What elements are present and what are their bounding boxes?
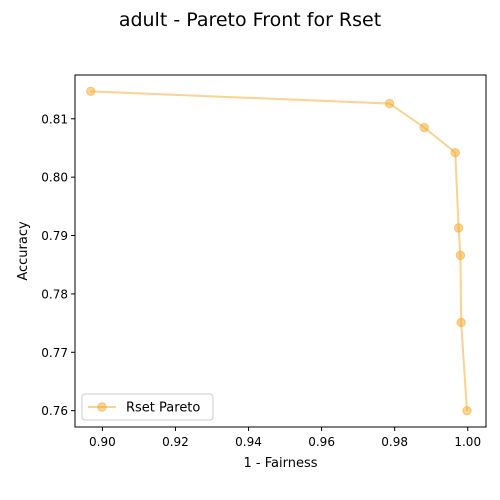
x-axis-label: 1 - Fairness [244,456,318,471]
data-point [453,223,464,233]
data-point [384,98,395,109]
x-tick-label: 0.96 [308,435,335,449]
legend-marker [97,402,107,412]
y-tick-label: 0.79 [41,229,68,243]
y-tick-label: 0.81 [41,112,68,126]
x-tick-label: 0.98 [381,435,408,449]
x-tick-label: 0.92 [162,435,189,449]
legend-box [81,393,214,421]
legend-label: Rset Pareto [126,401,200,416]
x-tick-label: 0.94 [235,435,262,449]
plot-frame [74,74,487,428]
y-tick-label: 0.77 [41,346,68,360]
x-tick-label: 1.00 [454,435,481,449]
legend: Rset Pareto [81,393,214,421]
plot-area [86,86,472,416]
y-axis-label: Accuracy [16,221,31,281]
series-line [90,90,468,411]
data-point [419,122,429,133]
data-point [456,317,466,328]
chart-title: adult - Pareto Front for Rset [119,9,381,31]
data-point [462,405,472,416]
data-point [450,147,461,158]
y-tick-label: 0.76 [41,404,68,418]
x-tick-label: 0.90 [89,435,116,449]
data-point [455,250,466,261]
y-tick-label: 0.80 [41,171,68,185]
axes: 0.90 0.92 0.94 0.96 0.98 1.00 0.76 0.77 0.78 0.79… [41,74,487,449]
y-tick-label: 0.78 [41,287,68,301]
data-point [86,86,96,97]
